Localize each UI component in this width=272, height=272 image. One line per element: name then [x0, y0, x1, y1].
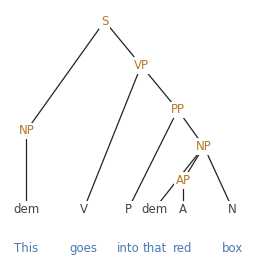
- Text: V: V: [80, 203, 88, 216]
- Text: NP: NP: [196, 140, 212, 153]
- Text: N: N: [228, 203, 237, 216]
- Text: This: This: [14, 242, 38, 255]
- Text: NP: NP: [18, 124, 34, 137]
- Text: AP: AP: [175, 174, 190, 187]
- Text: P: P: [125, 203, 132, 216]
- Text: VP: VP: [134, 59, 149, 72]
- Text: goes: goes: [70, 242, 98, 255]
- Text: red: red: [173, 242, 193, 255]
- Text: box: box: [222, 242, 243, 255]
- Text: dem: dem: [141, 203, 167, 216]
- Text: PP: PP: [171, 103, 185, 116]
- Text: that: that: [142, 242, 166, 255]
- Text: A: A: [179, 203, 187, 216]
- Text: into: into: [117, 242, 140, 255]
- Text: S: S: [101, 15, 108, 27]
- Text: dem: dem: [13, 203, 39, 216]
